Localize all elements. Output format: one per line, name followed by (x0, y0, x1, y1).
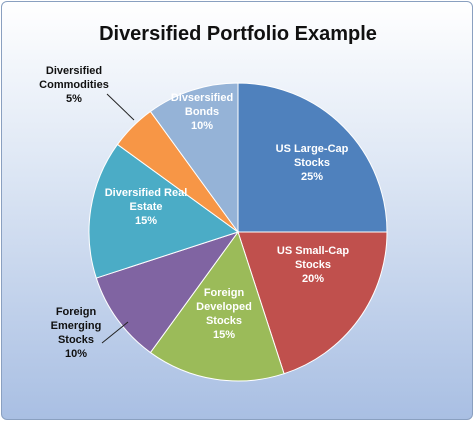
slice-label-line: Foreign (204, 287, 245, 299)
slice-percent-3: 10% (65, 348, 87, 360)
slice-percent-1: 20% (302, 273, 324, 285)
slice-percent-4: 15% (135, 215, 157, 227)
slice-label-0: US Large-Cap Stocks 25% (276, 143, 349, 183)
leader-line-3 (101, 321, 129, 344)
pie-slice-0 (237, 82, 388, 233)
slice-label-4: Diversified Real Estate 15% (105, 187, 188, 227)
slices-layer (88, 82, 388, 382)
slice-label-line: Bonds (185, 106, 219, 118)
slice-percent-6: 10% (191, 120, 213, 132)
slice-label-1: US Small-Cap Stocks 20% (277, 245, 349, 285)
leader-line-5 (106, 93, 135, 121)
slice-label-line: Foreign (56, 306, 97, 318)
slice-label-5: Diversified Commodities 5% (39, 65, 109, 105)
slice-label-line: Emerging (51, 320, 102, 332)
slice-percent-5: 5% (66, 93, 82, 105)
slice-percent-2: 15% (213, 329, 235, 341)
slice-label-line: Diversified Real (105, 187, 188, 199)
slice-label-line: US Large-Cap (276, 143, 349, 155)
slice-label-line: Stocks (294, 157, 330, 169)
pie-slice-1 (237, 231, 388, 375)
pie-slice-4 (88, 143, 240, 279)
slice-label-line: Commodities (39, 79, 109, 91)
chart-title: Diversified Portfolio Example (99, 23, 377, 45)
slice-label-3: Foreign Emerging Stocks 10% (51, 306, 102, 360)
slice-label-line: Stocks (58, 334, 94, 346)
slice-label-line: Estate (129, 201, 162, 213)
pie-slice-6 (149, 82, 239, 234)
slice-labels-layer: US Large-Cap Stocks 25% US Small-Cap Stocks 2… (39, 65, 349, 360)
pie-slice-3 (95, 231, 240, 354)
leader-lines-layer (101, 93, 135, 344)
slice-label-line: Developed (196, 301, 252, 313)
slice-label-line: Diversified (46, 65, 102, 77)
slice-label-line: Stocks (206, 315, 242, 327)
slice-percent-0: 25% (301, 171, 323, 183)
slice-label-2: Foreign Developed Stocks 15% (196, 287, 252, 341)
slice-label-line: Divsersified (171, 92, 233, 104)
pie-slice-2 (149, 230, 285, 382)
slice-label-6: Divsersified Bonds 10% (171, 92, 233, 132)
slice-label-line: US Small-Cap (277, 245, 349, 257)
slice-label-line: Stocks (295, 259, 331, 271)
